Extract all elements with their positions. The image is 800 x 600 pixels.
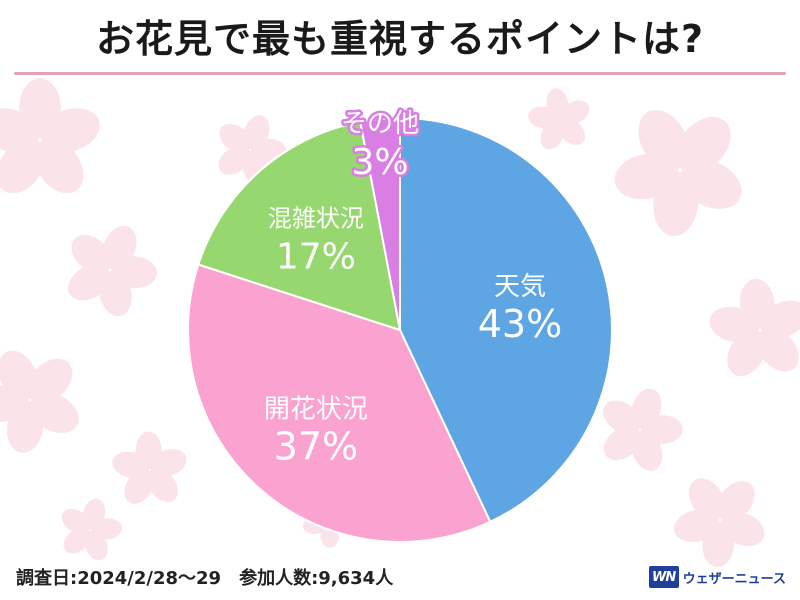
blossom-decoration (112, 431, 187, 504)
blossom-decoration (61, 498, 123, 561)
pie-slice (359, 116, 401, 331)
blossom-decoration (614, 109, 742, 236)
pie-slice (197, 120, 402, 332)
title-underline (14, 72, 786, 75)
blossom-decoration (603, 388, 683, 472)
weathernews-logo-icon: WN (648, 566, 679, 588)
slice-label: 混雑状況 (268, 205, 364, 233)
blossom-decoration (68, 225, 157, 317)
blossom-decoration (528, 88, 590, 150)
slice-label: 天気 (494, 272, 546, 302)
survey-info: 調査日:2024/2/28〜29 参加人数:9,634人 (16, 568, 394, 589)
blossom-decoration (673, 478, 765, 567)
blossom-decoration (0, 77, 100, 194)
chart-title: お花見で最も重視するポイントは? (95, 17, 705, 61)
brand-name: ウェザーニュース (682, 571, 786, 587)
slice-label: その他 (341, 109, 419, 139)
pie-slice (399, 116, 613, 524)
slice-value-label: 37% (274, 424, 358, 468)
slice-value-label: 3% (351, 142, 408, 183)
blossom-decoration (709, 278, 800, 377)
slice-label: 開花状況 (264, 394, 368, 424)
slice-value-label: 43% (478, 302, 562, 346)
brand-logo: WN ウェザーニュース (648, 564, 786, 590)
slice-value-label: 17% (276, 237, 356, 278)
blossom-decoration (0, 350, 79, 453)
pie-slice (187, 263, 492, 543)
